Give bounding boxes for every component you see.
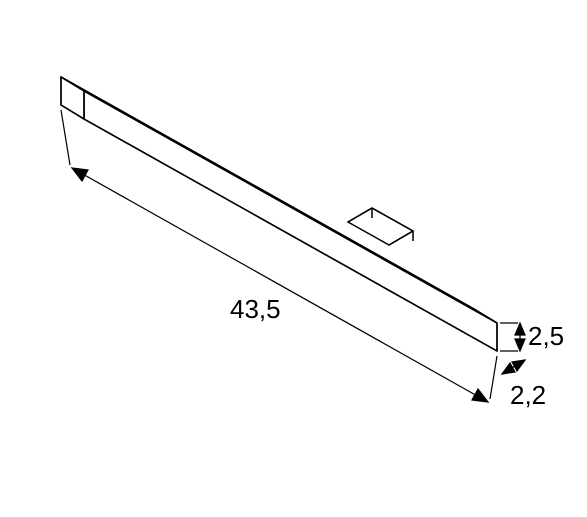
dimension-length xyxy=(61,110,497,402)
dimension-width xyxy=(502,360,525,374)
width-value: 2,2 xyxy=(510,380,546,410)
dimension-drawing: 43,5 2,5 2,2 xyxy=(0,0,587,517)
dimension-height xyxy=(500,323,525,351)
height-value: 2,5 xyxy=(528,321,564,351)
length-value: 43,5 xyxy=(230,294,281,324)
